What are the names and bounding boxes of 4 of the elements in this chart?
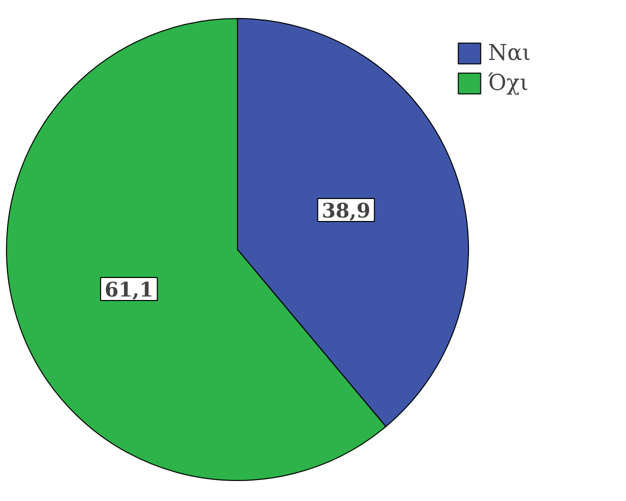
data-label: 38,9 (322, 198, 370, 223)
legend-label: Όχι (488, 70, 528, 96)
data-label: 61,1 (104, 277, 154, 302)
legend-label: Ναι (488, 40, 531, 66)
